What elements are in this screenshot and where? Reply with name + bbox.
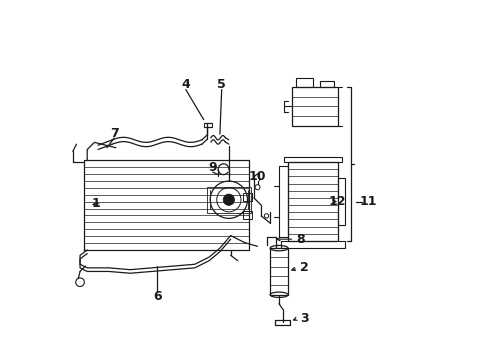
Text: 8: 8: [296, 233, 305, 246]
Bar: [292, 87, 338, 126]
Text: 1: 1: [92, 197, 100, 210]
Bar: [281, 241, 345, 248]
Text: 10: 10: [249, 170, 266, 183]
Circle shape: [223, 194, 234, 205]
Text: 7: 7: [110, 127, 119, 140]
Bar: [285, 157, 342, 162]
Text: 2: 2: [300, 261, 309, 274]
Bar: [319, 81, 334, 87]
Bar: [279, 166, 288, 237]
Bar: [338, 178, 345, 225]
Bar: [270, 248, 288, 295]
Text: 9: 9: [208, 161, 217, 174]
Bar: [207, 187, 251, 213]
Text: 11: 11: [360, 195, 377, 208]
Text: 5: 5: [218, 78, 226, 91]
Bar: [243, 211, 252, 219]
Text: 6: 6: [153, 290, 161, 303]
Bar: [288, 162, 338, 241]
Bar: [243, 193, 252, 201]
Text: 12: 12: [329, 195, 346, 208]
Text: 3: 3: [300, 311, 309, 325]
Bar: [296, 78, 313, 87]
Text: 4: 4: [181, 78, 190, 91]
